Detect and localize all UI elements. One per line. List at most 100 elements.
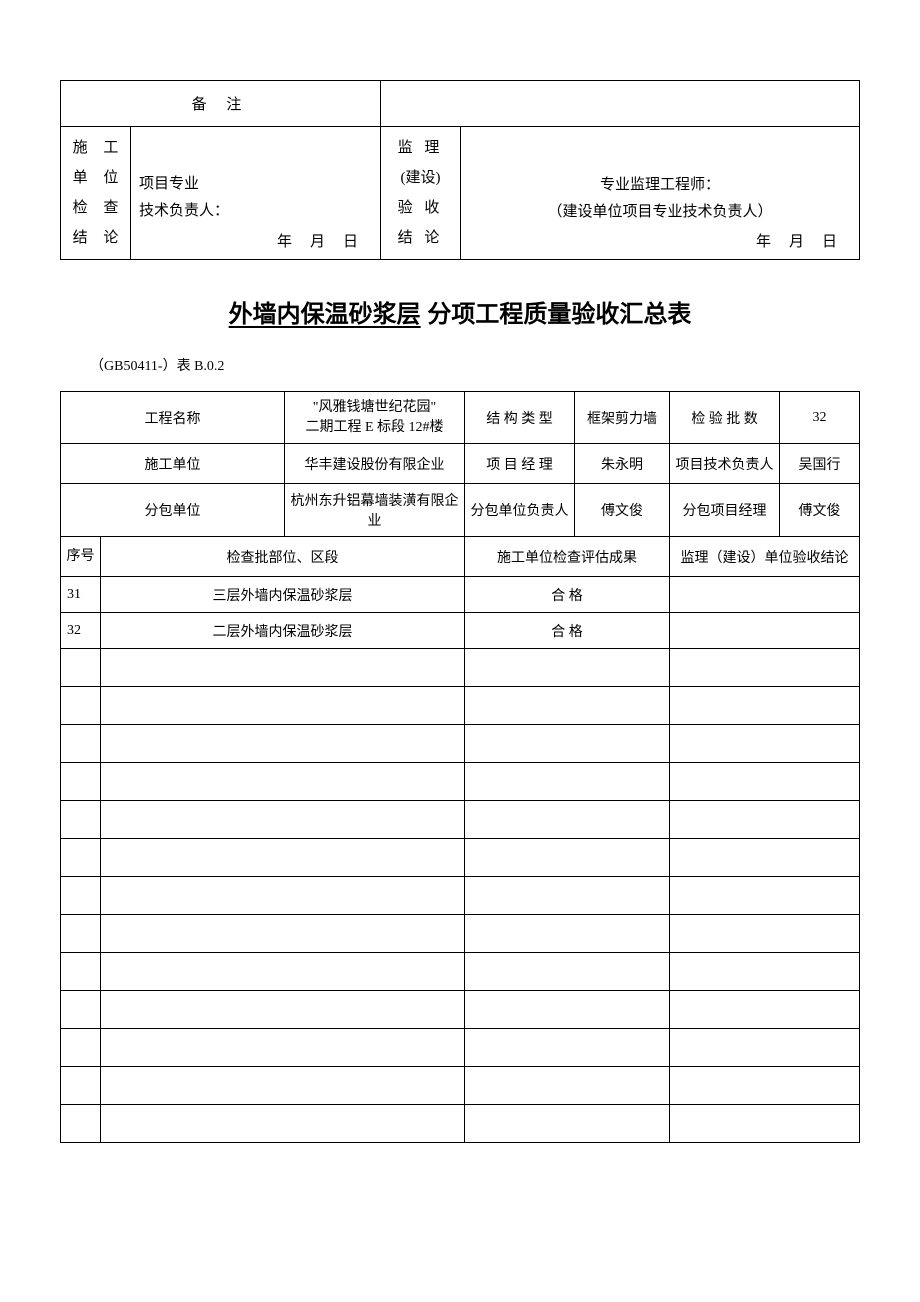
cell-part (101, 725, 465, 763)
cell-seq (61, 725, 101, 763)
subcontractor-lead-value: 傅文俊 (575, 484, 670, 537)
table-row-empty (61, 953, 860, 991)
cell-seq (61, 687, 101, 725)
date-month: 月 (789, 234, 822, 250)
cell-conclusion (670, 1105, 860, 1143)
label-line: 验 收 (385, 193, 456, 223)
cell-conclusion (670, 577, 860, 613)
batch-count-value: 32 (780, 392, 860, 444)
cell-conclusion (670, 763, 860, 801)
cell-part (101, 991, 465, 1029)
table-row-empty (61, 991, 860, 1029)
batch-count-label: 检 验 批 数 (670, 392, 780, 444)
role-line: 技术负责人： (139, 198, 229, 225)
cell-part (101, 915, 465, 953)
table-row-empty (61, 877, 860, 915)
cell-seq (61, 953, 101, 991)
column-part: 检查批部位、区段 (101, 537, 465, 577)
cell-part: 三层外墙内保温砂浆层 (101, 577, 465, 613)
title-rest: 分项工程质量验收汇总表 (421, 301, 692, 328)
value-line: 二期工程 E 标段 12#楼 (289, 418, 460, 438)
label-line: (建设) (385, 163, 456, 193)
cell-conclusion (670, 613, 860, 649)
table-row-empty (61, 1105, 860, 1143)
cell-seq (61, 1029, 101, 1067)
value-line: "风雅钱塘世纪花园" (289, 398, 460, 418)
table-row-empty (61, 1029, 860, 1067)
role-line: 专业监理工程师： (469, 172, 851, 199)
cell-seq (61, 649, 101, 687)
cell-conclusion (670, 725, 860, 763)
table-row-empty (61, 839, 860, 877)
cell-conclusion (670, 649, 860, 687)
cell-result (465, 1029, 670, 1067)
construction-unit-check-label: 施 工 单 位 检 查 结 论 (61, 127, 131, 260)
cell-seq (61, 991, 101, 1029)
cell-part (101, 763, 465, 801)
column-result: 施工单位检查评估成果 (465, 537, 670, 577)
cell-part (101, 649, 465, 687)
cell-result (465, 649, 670, 687)
tech-lead-role: 项目专业 技术负责人： (139, 171, 229, 225)
cell-seq (61, 801, 101, 839)
sign-date-right: 年月日 (469, 230, 851, 251)
tech-lead-value: 吴国行 (780, 444, 860, 484)
cell-part (101, 801, 465, 839)
cell-conclusion (670, 991, 860, 1029)
cell-part: 二层外墙内保温砂浆层 (101, 613, 465, 649)
cell-seq (61, 839, 101, 877)
cell-seq: 32 (61, 613, 101, 649)
supervision-sign-area: 专业监理工程师： （建设单位项目专业技术负责人） 年月日 (461, 127, 860, 260)
cell-seq (61, 763, 101, 801)
cell-conclusion (670, 877, 860, 915)
cell-result (465, 725, 670, 763)
project-manager-label: 项 目 经 理 (465, 444, 575, 484)
title-underlined: 外墙内保温砂浆层 (229, 301, 421, 328)
structure-type-label: 结 构 类 型 (465, 392, 575, 444)
cell-result (465, 687, 670, 725)
structure-type-value: 框架剪力墙 (575, 392, 670, 444)
cell-part (101, 1029, 465, 1067)
construction-unit-label: 施工单位 (61, 444, 285, 484)
column-conclusion: 监理（建设）单位验收结论 (670, 537, 860, 577)
cell-conclusion (670, 839, 860, 877)
date-day: 日 (822, 234, 837, 250)
subcontractor-lead-label: 分包单位负责人 (465, 484, 575, 537)
main-inspection-table: 工程名称 "风雅钱塘世纪花园" 二期工程 E 标段 12#楼 结 构 类 型 框… (60, 391, 860, 1143)
cell-result (465, 839, 670, 877)
label-line: 检 查 (71, 193, 126, 223)
tech-lead-label: 项目技术负责人 (670, 444, 780, 484)
cell-conclusion (670, 687, 860, 725)
project-name-label: 工程名称 (61, 392, 285, 444)
date-year: 年 (277, 234, 310, 250)
cell-part (101, 1067, 465, 1105)
role-line: 项目专业 (139, 171, 229, 198)
cell-result (465, 801, 670, 839)
remark-value (381, 81, 860, 127)
subcontractor-manager-value: 傅文俊 (780, 484, 860, 537)
label-line: 结 论 (385, 223, 456, 253)
cell-seq (61, 1067, 101, 1105)
cell-conclusion (670, 953, 860, 991)
cell-conclusion (670, 915, 860, 953)
cell-conclusion (670, 801, 860, 839)
project-name-value: "风雅钱塘世纪花园" 二期工程 E 标段 12#楼 (285, 392, 465, 444)
label-line: 单 位 (71, 163, 126, 193)
cell-result (465, 1105, 670, 1143)
cell-result (465, 1067, 670, 1105)
cell-part (101, 839, 465, 877)
table-row-empty (61, 801, 860, 839)
cell-result (465, 915, 670, 953)
supervision-role: 专业监理工程师： （建设单位项目专业技术负责人） (469, 172, 851, 226)
subcontractor-value: 杭州东升铝幕墙装潢有限企业 (285, 484, 465, 537)
page-title: 外墙内保温砂浆层 分项工程质量验收汇总表 (60, 294, 860, 329)
cell-result: 合 格 (465, 613, 670, 649)
remark-label: 备 注 (61, 81, 381, 127)
table-row-empty (61, 763, 860, 801)
table-row-empty (61, 725, 860, 763)
cell-result (465, 877, 670, 915)
table-row-empty (61, 1067, 860, 1105)
sign-date-left: 年月日 (139, 230, 372, 251)
standard-reference: （GB50411-）表 B.0.2 (90, 355, 860, 375)
cell-result (465, 991, 670, 1029)
